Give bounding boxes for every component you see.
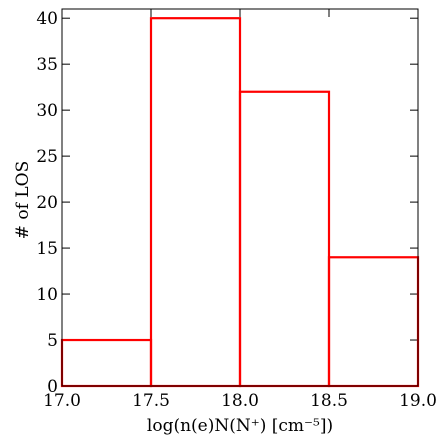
histogram-bars bbox=[60, 17, 420, 388]
y-tick-label: 10 bbox=[36, 285, 58, 305]
histogram-bar bbox=[60, 338, 153, 388]
x-tick-label: 17.5 bbox=[132, 391, 170, 411]
x-axis-label: log(n(e)N(N⁺) [cm⁻⁵]) bbox=[147, 416, 333, 436]
y-tick-label: 5 bbox=[47, 331, 58, 351]
plot-frame bbox=[61, 8, 419, 387]
x-tick-label: 18.5 bbox=[310, 391, 348, 411]
x-tick-label: 18.0 bbox=[221, 391, 259, 411]
y-tick-label: 30 bbox=[36, 101, 58, 121]
histogram-bar bbox=[327, 256, 420, 388]
y-tick-label: 15 bbox=[36, 239, 58, 259]
histogram-bar bbox=[149, 17, 242, 388]
y-tick-label: 20 bbox=[36, 193, 58, 213]
y-tick-labels: 0 5 10 15 20 25 30 35 40 bbox=[36, 9, 58, 397]
y-tick-label: 35 bbox=[36, 55, 58, 75]
y-axis-label: # of LOS bbox=[13, 161, 33, 239]
y-tick-label: 40 bbox=[36, 9, 58, 29]
x-tick-label: 17.0 bbox=[43, 391, 81, 411]
x-tick-labels: 17.0 17.5 18.0 18.5 19.0 bbox=[43, 391, 437, 411]
histogram-bar bbox=[238, 90, 331, 388]
x-tick-label: 19.0 bbox=[399, 391, 437, 411]
y-tick-label: 25 bbox=[36, 147, 58, 167]
y-tick-label: 0 bbox=[47, 377, 58, 397]
